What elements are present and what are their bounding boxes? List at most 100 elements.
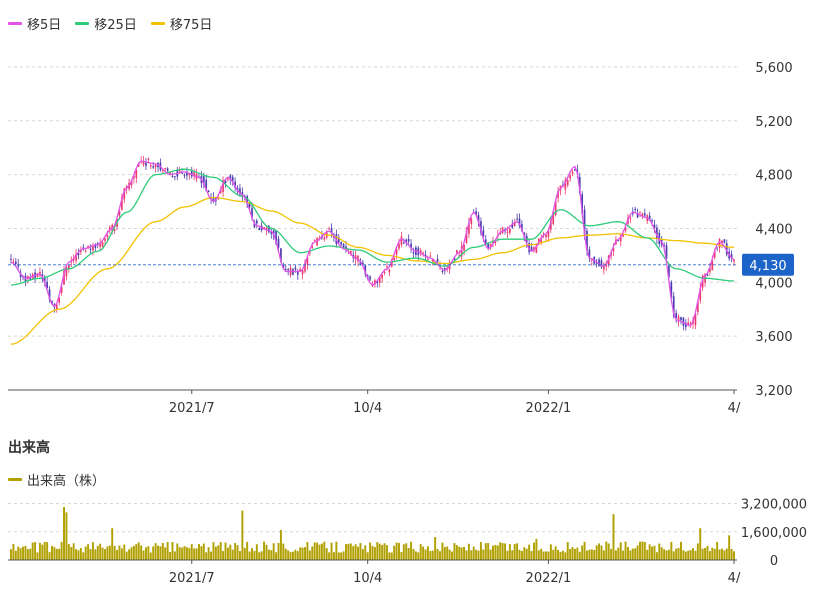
volume-bar: [610, 548, 613, 560]
candle: [58, 296, 61, 306]
volume-bar: [212, 542, 215, 560]
volume-grid: [8, 503, 737, 533]
volume-bar: [545, 551, 547, 560]
candle: [588, 246, 591, 263]
volume-title: 出来高: [8, 440, 50, 456]
volume-bar: [14, 550, 17, 560]
candle: [564, 177, 567, 195]
volume-legend[interactable]: 出来高（株）: [8, 470, 105, 489]
candle: [145, 158, 147, 170]
candle: [159, 158, 162, 172]
volume-bar: [578, 551, 581, 560]
volume-bar: [641, 541, 644, 560]
volume-bar: [258, 552, 261, 560]
volume-bar: [349, 543, 352, 560]
volume-tick-label: 3,200,000: [741, 498, 807, 513]
candle: [174, 175, 176, 181]
candle: [436, 254, 439, 263]
volume-bar: [660, 547, 663, 560]
candle: [82, 244, 85, 251]
legend-ma5-label: 移5日: [27, 18, 62, 33]
volume-bar: [137, 542, 140, 560]
volume-bar: [549, 544, 552, 560]
candle: [227, 178, 229, 182]
volume-bar: [694, 550, 697, 560]
volume-bar: [733, 551, 735, 560]
volume-bar: [390, 552, 393, 560]
candle: [600, 257, 603, 269]
legend-ma25[interactable]: 移25日: [75, 14, 137, 33]
volume-bar: [571, 547, 574, 560]
candle: [354, 250, 357, 265]
volume-bar: [492, 545, 494, 560]
volume-bar: [696, 543, 699, 560]
volume-bar: [251, 548, 253, 560]
volume-bar: [487, 542, 490, 560]
volume-bar: [320, 543, 323, 560]
candle: [284, 264, 287, 271]
volume-bar: [135, 544, 138, 560]
volume-bar: [255, 544, 258, 560]
volume-bar: [376, 542, 379, 560]
volume-bar: [91, 542, 94, 560]
volume-bar: [419, 544, 422, 560]
volume-bar: [361, 549, 364, 560]
volume-bar: [231, 549, 234, 560]
volume-bar: [12, 543, 15, 560]
volume-bar: [395, 542, 398, 560]
volume-bar: [458, 546, 461, 560]
volume-bar: [530, 551, 533, 560]
legend-ma5[interactable]: 移5日: [8, 14, 61, 33]
volume-bar: [260, 551, 263, 560]
legend-ma75[interactable]: 移75日: [150, 14, 212, 33]
volume-bar: [67, 544, 70, 560]
candle: [518, 213, 521, 229]
candle: [410, 239, 412, 253]
candle: [680, 316, 682, 325]
volume-bar: [417, 552, 420, 560]
volume-bar: [265, 544, 268, 560]
candle: [566, 177, 569, 188]
candle: [12, 258, 15, 263]
volume-bar: [294, 549, 297, 560]
volume-bar: [619, 542, 622, 560]
volume-bar: [43, 541, 46, 560]
volume-bar: [407, 547, 410, 560]
price-tick-label: 5,600: [755, 61, 792, 76]
volume-bar: [441, 542, 444, 560]
candle: [619, 233, 622, 247]
volume-bar: [217, 545, 220, 560]
volume-bar: [241, 510, 244, 560]
volume-bar: [634, 548, 637, 560]
volume-bar: [465, 550, 468, 560]
volume-bar: [70, 547, 73, 560]
volume-bar: [663, 549, 666, 560]
price-x-tick-label: 2021/7: [169, 401, 215, 416]
candle: [239, 183, 241, 198]
volume-bar: [600, 545, 603, 560]
candle: [183, 173, 186, 179]
volume-bar: [72, 543, 75, 560]
candle: [682, 317, 685, 331]
volume-bar: [306, 542, 309, 560]
volume-bar: [723, 550, 726, 560]
volume-bar: [311, 546, 314, 560]
volume-bar: [222, 551, 225, 560]
volume-bar: [236, 545, 239, 560]
candle: [231, 174, 234, 186]
volume-bar: [337, 552, 340, 560]
volume-bar: [173, 551, 176, 560]
volume-bar: [680, 541, 682, 560]
volume-bar: [58, 548, 61, 560]
candle: [24, 272, 27, 287]
volume-bar: [405, 543, 408, 560]
volume-bar: [335, 541, 338, 560]
volume-bar: [183, 546, 186, 560]
volume-bar: [272, 543, 275, 560]
candle: [684, 319, 687, 331]
candle: [595, 258, 598, 268]
volume-bar: [494, 544, 497, 560]
volume-bar: [504, 543, 507, 560]
candle: [395, 247, 398, 260]
